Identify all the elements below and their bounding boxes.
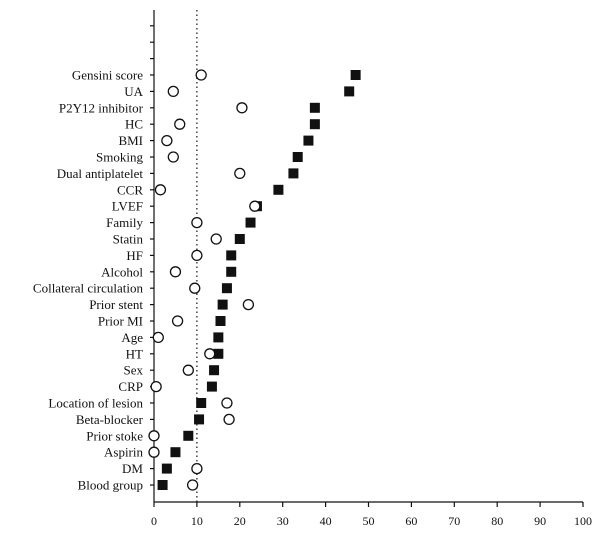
open-circle-point — [169, 266, 182, 278]
category-label: DM — [122, 461, 143, 476]
open-circle-point — [167, 151, 179, 163]
category-label: Location of lesion — [48, 396, 143, 411]
x-tick-label: 80 — [491, 514, 503, 528]
category-label: HT — [126, 346, 143, 361]
filled-square-point — [213, 332, 224, 343]
category-label: BMI — [118, 133, 143, 148]
category-label: Sex — [124, 363, 144, 378]
category-label: HF — [126, 248, 143, 263]
open-circle-point — [210, 233, 222, 245]
open-circle-point — [223, 413, 235, 426]
open-circle-point — [186, 479, 199, 491]
open-circle-point — [189, 282, 201, 294]
filled-square-point — [213, 348, 224, 359]
category-label: P2Y12 inhibitor — [59, 100, 144, 115]
filled-square-point — [196, 398, 207, 408]
axes-group — [150, 10, 584, 507]
x-tick-label: 70 — [448, 514, 460, 528]
open-circle-point — [161, 134, 173, 147]
x-tick-label: 0 — [151, 514, 157, 528]
filled-square-point — [226, 266, 237, 277]
open-circle-point — [152, 331, 164, 344]
open-circle-point — [154, 184, 167, 196]
markers-group — [148, 69, 361, 491]
filled-square-point — [350, 70, 361, 80]
x-tick-label: 60 — [405, 514, 417, 528]
filled-square-point — [309, 102, 320, 113]
open-circle-point — [148, 446, 160, 458]
category-label: Family — [106, 215, 143, 230]
category-label: Prior stent — [89, 297, 143, 312]
filled-square-point — [288, 168, 299, 179]
filled-square-point — [292, 152, 303, 162]
open-circle-point — [204, 348, 216, 360]
filled-square-point — [344, 86, 355, 97]
category-label: Smoking — [96, 150, 143, 165]
open-circle-point — [221, 397, 233, 409]
open-circle-point — [191, 462, 203, 475]
x-tick-label: 40 — [320, 514, 332, 528]
x-tick-label: 50 — [363, 514, 375, 528]
open-circle-point — [195, 69, 207, 81]
filled-square-point — [217, 299, 228, 310]
open-circle-point — [249, 200, 261, 212]
category-label: CCR — [117, 182, 143, 197]
filled-square-point — [303, 135, 314, 146]
category-label: CRP — [118, 379, 143, 394]
x-tick-label: 100 — [574, 514, 592, 528]
category-label: UA — [124, 84, 143, 99]
x-tick-label: 30 — [277, 514, 289, 528]
filled-square-point — [245, 217, 256, 228]
filled-square-point — [170, 447, 181, 458]
open-circle-point — [171, 315, 184, 327]
open-circle-point — [150, 380, 162, 393]
open-circle-point — [174, 118, 186, 130]
filled-square-point — [273, 184, 284, 195]
filled-square-point — [161, 463, 172, 474]
x-tick-label: 20 — [234, 514, 246, 528]
open-circle-point — [182, 364, 194, 376]
filled-square-point — [215, 316, 226, 326]
category-label: Alcohol — [101, 264, 143, 279]
open-circle-point — [167, 85, 179, 98]
filled-square-point — [194, 414, 205, 425]
category-label: Aspirin — [104, 445, 144, 460]
open-circle-point — [234, 167, 246, 180]
filled-square-point — [234, 234, 245, 244]
open-circle-point — [148, 430, 160, 442]
filled-square-point — [221, 283, 232, 294]
filled-square-point — [206, 381, 217, 392]
category-label: Prior MI — [98, 314, 143, 329]
open-circle-point — [191, 249, 203, 262]
category-label: Prior stoke — [86, 428, 143, 443]
category-label: Statin — [113, 232, 144, 247]
category-label: HC — [125, 117, 143, 132]
open-circle-point — [191, 216, 203, 229]
category-label: Beta-blocker — [76, 412, 144, 427]
category-label: LVEF — [112, 199, 143, 214]
filled-square-point — [309, 119, 320, 130]
open-circle-point — [242, 298, 255, 311]
filled-square-point — [157, 480, 168, 490]
category-label: Collateral circulation — [33, 281, 144, 296]
open-circle-point — [236, 102, 248, 114]
filled-square-point — [183, 430, 194, 441]
x-tick-label: 10 — [191, 514, 203, 528]
category-label: Gensini score — [72, 68, 143, 83]
category-label: Blood group — [78, 478, 143, 493]
x-tick-labels-group: 0 10 20 30 40 50 60 70 80 90 100 — [151, 514, 592, 528]
x-tick-label: 90 — [534, 514, 546, 528]
filled-square-point — [226, 250, 237, 261]
category-label: Dual antiplatelet — [57, 166, 144, 181]
filled-square-point — [209, 365, 220, 376]
category-label: Age — [121, 330, 143, 345]
